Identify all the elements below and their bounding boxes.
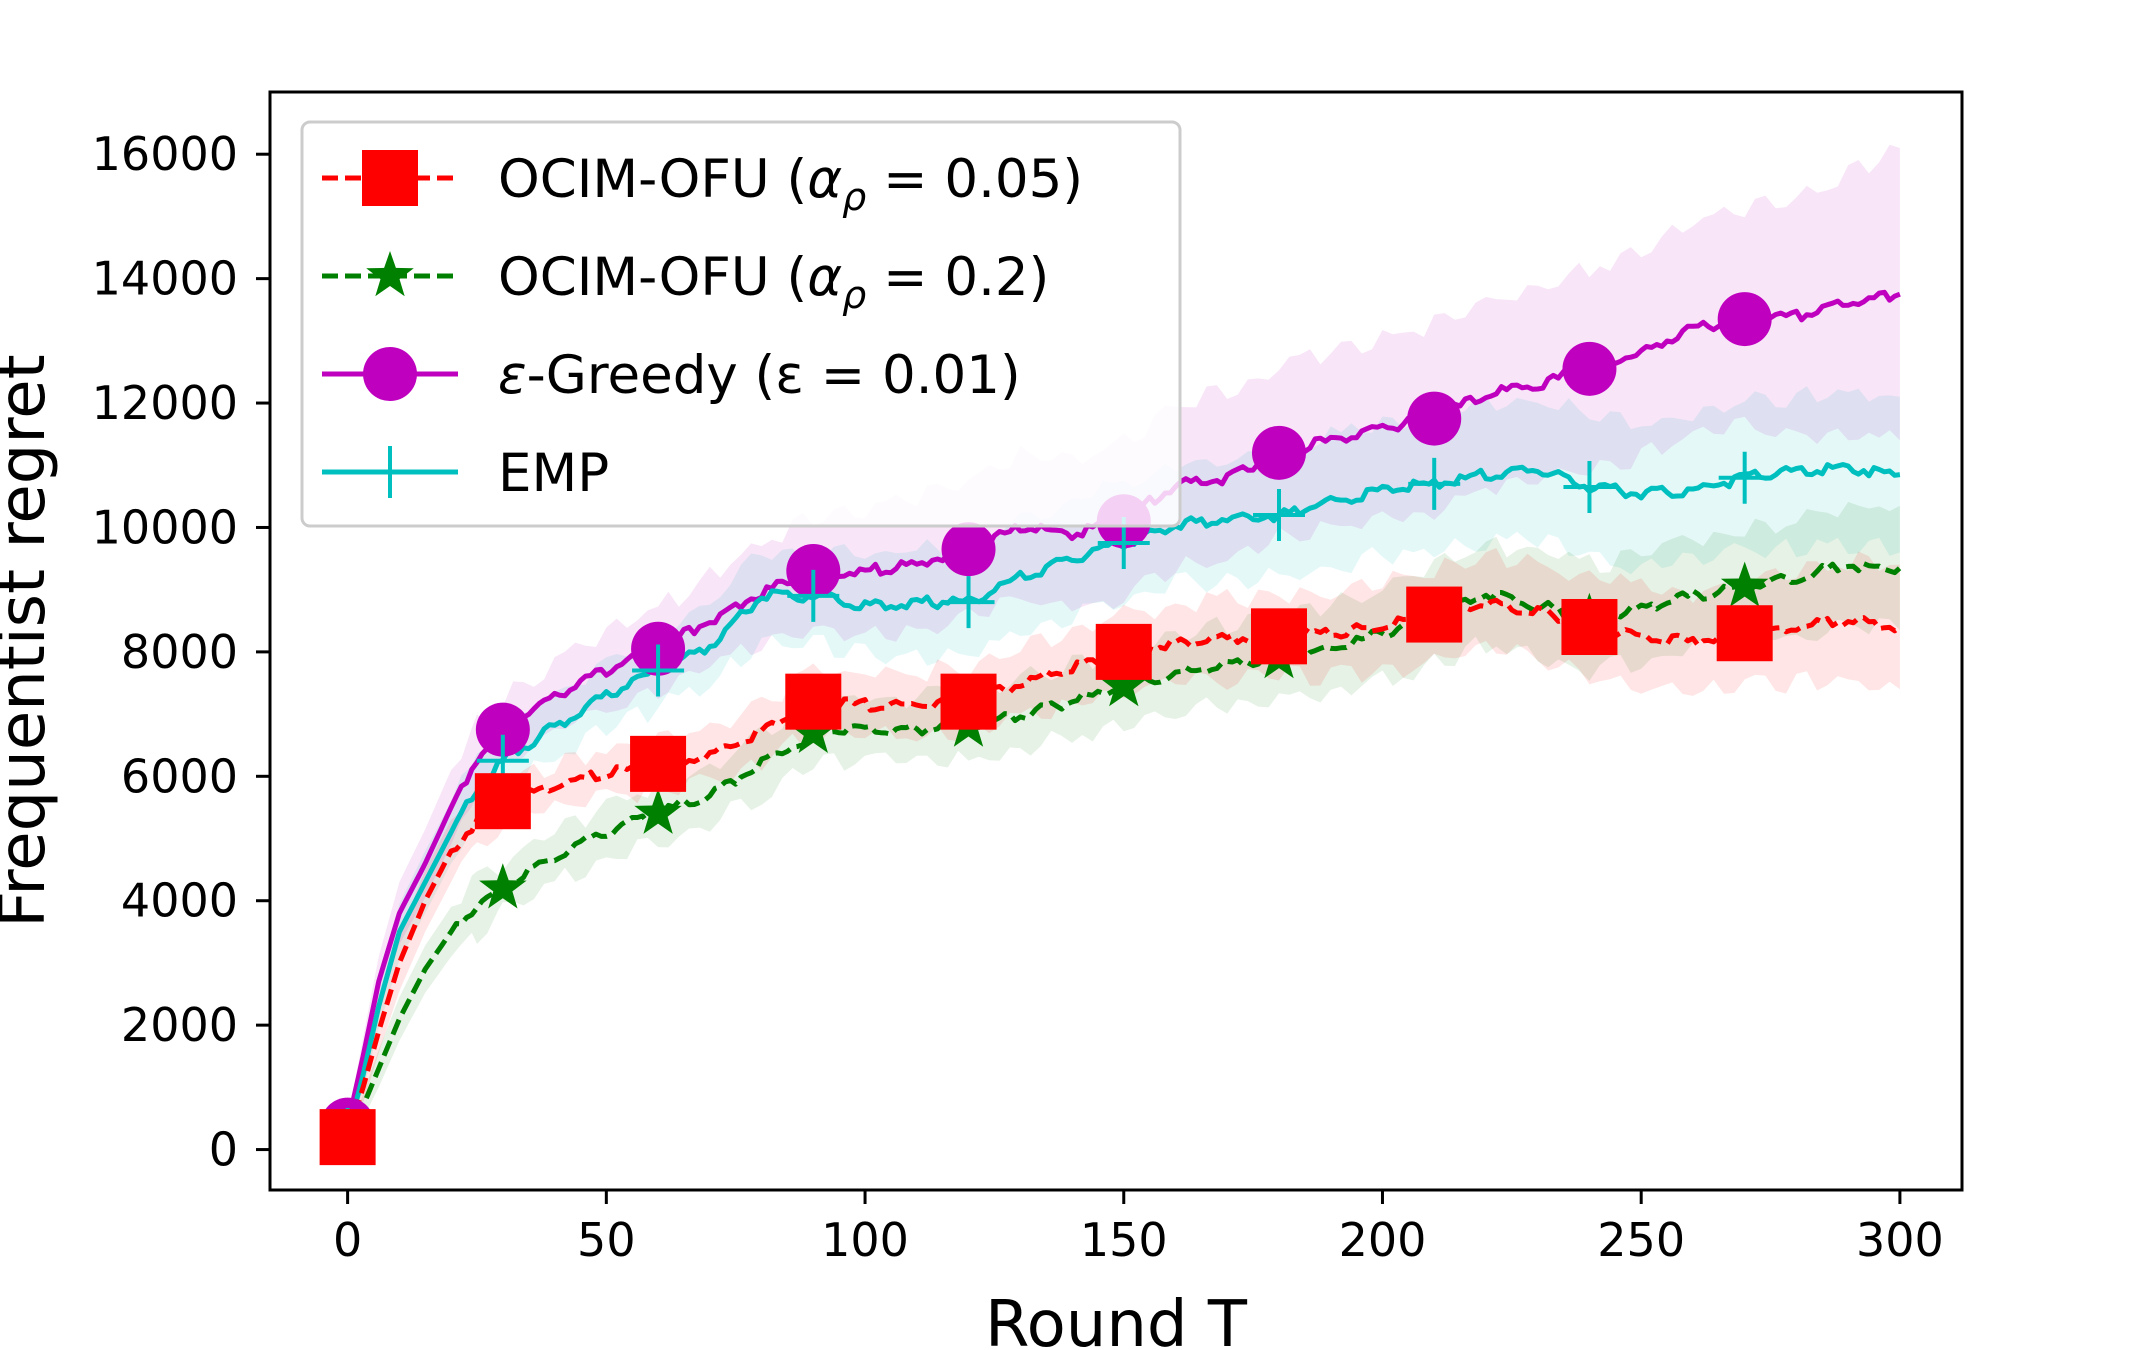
legend-entry: OCIM-OFU (αρ = 0.2)	[322, 247, 1049, 317]
x-tick-label: 300	[1856, 1213, 1944, 1267]
y-tick-label: 4000	[121, 874, 238, 928]
data-point-marker	[1408, 457, 1461, 510]
x-tick-label: 0	[333, 1213, 362, 1267]
data-point-marker	[1561, 599, 1618, 656]
legend-frame	[300, 120, 1182, 528]
series-markers	[319, 292, 1773, 1166]
y-tick-label: 16000	[92, 127, 238, 181]
y-axis-ticks: 0 2000 4000 6000 8000 10000 12000 14000 16000	[92, 127, 270, 1177]
y-tick-label: 8000	[121, 625, 238, 679]
y-tick-label: 14000	[92, 252, 238, 306]
data-point-marker	[1095, 623, 1152, 680]
y-tick-label: 6000	[121, 749, 238, 803]
legend-entry: ε-Greedy (ε = 0.01)	[322, 345, 1021, 406]
legend: OCIM-OFU (αρ = 0.05)OCIM-OFU (αρ = 0.2)ε…	[300, 120, 1182, 528]
y-tick-label: 12000	[92, 376, 238, 430]
data-point-marker	[363, 347, 417, 401]
plot-frame	[268, 90, 1964, 1192]
y-tick-label: 2000	[121, 998, 238, 1052]
x-tick-label: 250	[1597, 1213, 1685, 1267]
data-point-marker	[1406, 586, 1463, 643]
data-point-marker	[634, 788, 682, 834]
legend-label-prefix: OCIM-OFU (	[498, 149, 807, 210]
x-tick-label: 50	[577, 1213, 636, 1267]
data-point-marker	[475, 702, 530, 757]
data-point-marker	[1251, 425, 1306, 480]
data-point-marker	[1716, 605, 1773, 662]
data-point-marker	[787, 569, 840, 622]
legend-label-prefix: EMP	[498, 443, 609, 504]
legend-label-rest: = 0.05)	[866, 149, 1083, 210]
data-point-marker	[319, 1109, 376, 1166]
data-point-marker	[632, 644, 685, 697]
data-point-marker	[940, 673, 997, 730]
legend-label-rest: = 0.2)	[866, 247, 1049, 308]
legend-math-subscript: ρ	[842, 273, 866, 317]
data-point-marker	[1717, 292, 1772, 347]
x-tick-label: 100	[821, 1213, 909, 1267]
data-point-marker	[1563, 461, 1616, 514]
data-point-marker	[1100, 661, 1148, 707]
x-axis-ticks: 0 50 100 150 200 250 300	[333, 1190, 1944, 1267]
data-point-marker	[366, 251, 414, 297]
legend-entry: OCIM-OFU (αρ = 0.05)	[322, 149, 1083, 219]
y-tick-label: 10000	[92, 500, 238, 554]
data-point-marker	[785, 673, 842, 730]
legend-label-rest: -Greedy (ε = 0.01)	[527, 345, 1021, 406]
y-tick-label: 0	[209, 1123, 238, 1177]
data-point-marker	[789, 707, 838, 753]
legend-label: OCIM-OFU (αρ = 0.2)	[498, 247, 1049, 317]
legend-label: EMP	[498, 443, 609, 504]
legend-math-symbol: α	[807, 149, 842, 210]
data-point-marker	[1720, 561, 1769, 607]
data-point-marker	[479, 863, 527, 909]
data-point-marker	[362, 150, 418, 206]
legend-label-prefix: OCIM-OFU (	[498, 247, 807, 308]
x-tick-label: 150	[1080, 1213, 1168, 1267]
legend-math-symbol: ε	[498, 345, 527, 406]
legend-math-symbol: α	[807, 247, 842, 308]
legend-label: OCIM-OFU (αρ = 0.05)	[498, 149, 1083, 219]
data-point-marker	[941, 522, 996, 577]
x-axis-label: Round T	[985, 1288, 1248, 1350]
data-point-marker	[1718, 451, 1771, 504]
data-point-marker	[630, 735, 687, 792]
data-point-marker	[364, 446, 416, 498]
legend-math-subscript: ρ	[842, 175, 866, 219]
data-point-marker	[474, 773, 531, 830]
data-point-marker	[1250, 608, 1307, 665]
series-line	[345, 561, 1902, 1142]
legend-label: ε-Greedy (ε = 0.01)	[498, 345, 1021, 406]
x-tick-label: 200	[1339, 1213, 1427, 1267]
legend-entry: EMP	[322, 443, 609, 504]
data-point-marker	[942, 576, 995, 629]
data-point-marker	[1407, 391, 1462, 446]
y-axis-label: Frequentist regret	[0, 354, 60, 928]
confidence-band	[347, 144, 1900, 1131]
data-point-marker	[1562, 341, 1617, 396]
data-point-marker	[1252, 489, 1305, 542]
